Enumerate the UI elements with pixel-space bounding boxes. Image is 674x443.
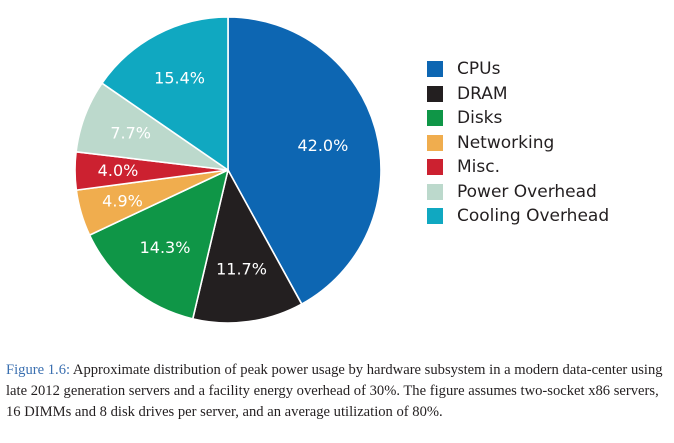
pie-label-networking: 4.9% <box>102 192 143 211</box>
legend-label: DRAM <box>457 83 508 104</box>
pie-label-power-overhead: 7.7% <box>110 124 151 143</box>
legend-item-cpus: CPUs <box>427 57 609 82</box>
legend-item-misc: Misc. <box>427 155 609 180</box>
legend-swatch <box>427 159 443 176</box>
pie-slice-dram <box>191 169 303 324</box>
legend-label: Cooling Overhead <box>457 206 610 227</box>
pie-label-disks: 14.3% <box>140 238 191 257</box>
figure-caption-text: Approximate distribution of peak power u… <box>6 362 663 420</box>
pie-slices <box>74 16 382 324</box>
pie-slice-cpus <box>227 16 382 305</box>
legend-label: Disks <box>457 108 503 129</box>
pie-slice-disks <box>88 169 229 320</box>
legend-label: Networking <box>457 132 555 153</box>
legend-swatch <box>427 110 443 127</box>
pie-label-cpus: 42.0% <box>297 136 348 155</box>
legend-label: Misc. <box>457 157 500 178</box>
pie-label-cooling-overhead: 15.4% <box>154 68 205 87</box>
pie-slice-cooling-overhead <box>101 16 229 171</box>
figure-caption: Figure 1.6: Approximate distribution of … <box>6 360 670 423</box>
legend-label: Power Overhead <box>457 181 597 202</box>
legend-item-networking: Networking <box>427 131 609 156</box>
legend-label: CPUs <box>457 59 501 80</box>
legend-swatch <box>427 85 443 102</box>
legend-swatch <box>427 134 443 151</box>
legend-swatch <box>427 183 443 200</box>
legend-item-disks: Disks <box>427 106 609 131</box>
figure-caption-label: Figure 1.6: <box>6 362 71 378</box>
pie-label-dram: 11.7% <box>216 260 267 279</box>
legend-swatch <box>427 208 443 225</box>
chart-legend: CPUs DRAM Disks Networking Misc. Power Overhe… <box>427 57 609 229</box>
legend-item-dram: DRAM <box>427 82 609 107</box>
pie-label-misc: 4.0% <box>98 161 139 180</box>
pie-chart: 42.0% 11.7% 14.3% 4.9% 4.0% 7.7% 15.4% <box>74 16 382 324</box>
legend-item-cooling-overhead: Cooling Overhead <box>427 204 609 229</box>
legend-swatch <box>427 61 443 78</box>
pie-slice-labels: 42.0% 11.7% 14.3% 4.9% 4.0% 7.7% 15.4% <box>98 68 349 278</box>
legend-item-power-overhead: Power Overhead <box>427 180 609 205</box>
